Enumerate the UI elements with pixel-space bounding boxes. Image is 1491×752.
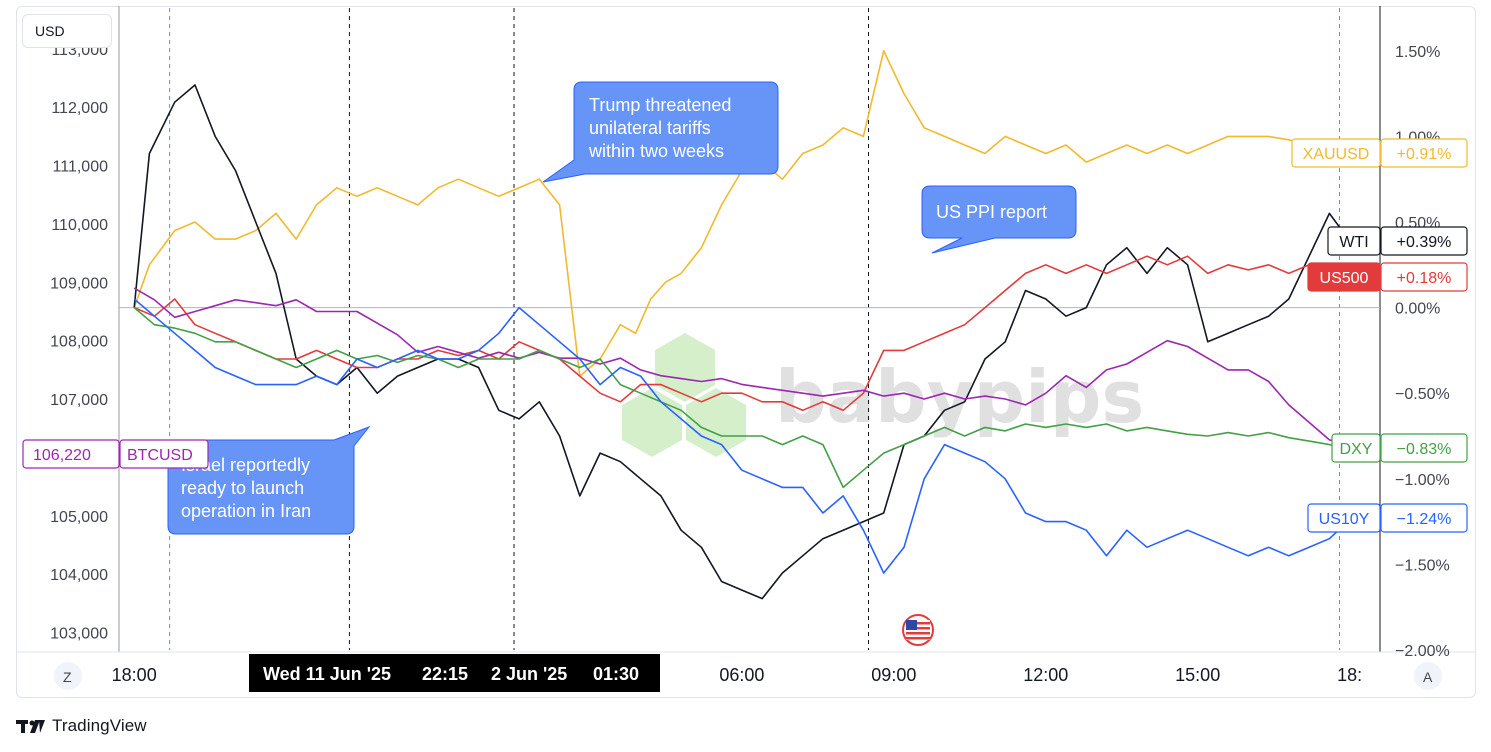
annotation-israel-line-1: Israel reportedly — [181, 455, 310, 475]
us10y-last-value: −1.24% — [1397, 511, 1452, 528]
annotation-israel-line-2: ready to launch — [181, 478, 304, 498]
us10y-name: US10Y — [1319, 511, 1370, 528]
left-tick-label: 108,000 — [50, 334, 108, 351]
a-button-label: A — [1423, 669, 1433, 685]
z-button-label: Z — [63, 669, 72, 685]
left-axis-ticks: 113,000112,000111,000110,000109,000108,0… — [50, 42, 108, 643]
time-tick-label: 18:00 — [112, 665, 157, 685]
annotation-trump[interactable]: Trump threatened unilateral tariffs with… — [542, 81, 779, 183]
annotation-ppi[interactable]: US PPI report — [921, 185, 1077, 254]
us500-last-value: +0.18% — [1397, 270, 1452, 287]
series-lines — [133, 49, 1351, 600]
btcusd-name: BTCUSD — [127, 447, 193, 464]
tradingview-logo-icon — [16, 720, 45, 733]
right-tick-label: −1.50% — [1395, 557, 1450, 574]
crosshair-date: Wed 11 Jun '25 — [263, 664, 391, 684]
crosshair-time-2: 01:30 — [593, 664, 639, 684]
left-tick-label: 107,000 — [50, 392, 108, 409]
time-tick-label: 06:00 — [719, 665, 764, 685]
label-dxy: DXY −0.83% — [1331, 433, 1468, 463]
series-last-value-labels: XAUUSD +0.91% WTI +0.39% US500 +0.18% DXY −0.83… — [1291, 138, 1468, 533]
time-tick-label: 15:00 — [1175, 665, 1220, 685]
left-tick-label: 103,000 — [50, 625, 108, 642]
series-line-us10y — [133, 298, 1351, 574]
annotations: Trump threatened unilateral tariffs with… — [167, 81, 1077, 535]
xauusd-name: XAUUSD — [1303, 146, 1370, 163]
btcusd-label: 106,220 BTCUSD — [22, 439, 209, 469]
tradingview-brand[interactable]: TradingView — [16, 714, 147, 738]
time-tick-label: 18: — [1337, 665, 1362, 685]
series-line-dxy — [133, 306, 1350, 489]
crosshair-time: 22:15 — [422, 664, 468, 684]
a-button[interactable]: A — [1414, 662, 1442, 690]
currency-label[interactable]: USD — [22, 14, 112, 48]
right-tick-label: −0.50% — [1395, 386, 1450, 403]
series-line-xauusd — [133, 49, 1350, 377]
series-line-us500 — [133, 255, 1350, 412]
wti-last-value: +0.39% — [1397, 234, 1452, 251]
annotation-israel-line-3: operation in Iran — [181, 501, 311, 521]
flag-icon[interactable] — [902, 614, 934, 646]
label-us10y: US10Y −1.24% — [1307, 503, 1468, 533]
xauusd-last-value: +0.91% — [1397, 146, 1452, 163]
annotation-trump-line-2: unilateral tariffs — [589, 118, 711, 138]
left-tick-label: 104,000 — [50, 567, 108, 584]
annotation-trump-line-1: Trump threatened — [589, 95, 731, 115]
right-tick-label: −2.00% — [1395, 643, 1450, 660]
label-wti: WTI +0.39% — [1327, 226, 1468, 256]
right-tick-label: 0.00% — [1395, 301, 1440, 318]
z-button[interactable]: Z — [54, 662, 82, 690]
time-axis-ticks: 18:00 06:00 09:00 12:00 15:00 18: — [112, 665, 1362, 685]
left-tick-label: 105,000 — [50, 509, 108, 526]
annotation-trump-line-3: within two weeks — [588, 141, 724, 161]
time-tick-label: 09:00 — [871, 665, 916, 685]
label-xauusd: XAUUSD +0.91% — [1291, 138, 1468, 168]
left-tick-label: 112,000 — [51, 100, 108, 117]
left-tick-label: 111,000 — [53, 159, 109, 176]
left-tick-label: 109,000 — [50, 275, 108, 292]
crosshair-time-label: Wed 11 Jun '25 22:15 2 Jun '25 01:30 — [249, 654, 660, 692]
wti-name: WTI — [1339, 234, 1368, 251]
dxy-last-value: −0.83% — [1397, 441, 1452, 458]
annotation-ppi-text: US PPI report — [936, 202, 1047, 222]
crosshair-date-2: 2 Jun '25 — [491, 664, 567, 684]
series-line-btcusd — [133, 287, 1350, 446]
btcusd-last-value: 106,220 — [33, 447, 91, 464]
us500-name: US500 — [1320, 270, 1369, 287]
right-tick-label: 1.50% — [1395, 44, 1440, 61]
annotation-israel[interactable]: Israel reportedly ready to launch operat… — [167, 425, 371, 535]
chart-frame — [16, 6, 1476, 698]
label-us500: US500 +0.18% — [1307, 262, 1468, 292]
dxy-name: DXY — [1340, 441, 1373, 458]
brand-name: TradingView — [52, 716, 147, 735]
time-tick-label: 12:00 — [1023, 665, 1068, 685]
left-tick-label: 110,000 — [51, 217, 108, 234]
right-tick-label: −1.00% — [1395, 472, 1450, 489]
right-axis-ticks: 1.50%1.00%0.50%0.00%−0.50%−1.00%−1.50%−2… — [1395, 44, 1450, 660]
